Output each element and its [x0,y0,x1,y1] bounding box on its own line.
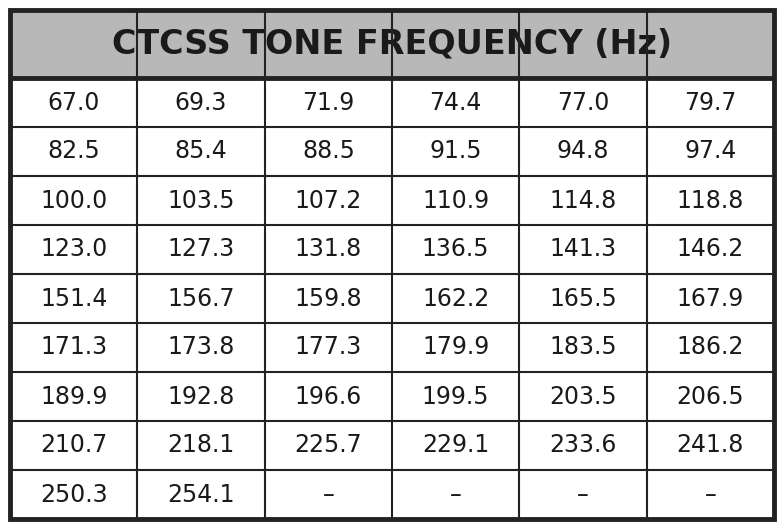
Text: –: – [577,482,589,506]
Text: 131.8: 131.8 [295,238,362,261]
Text: 196.6: 196.6 [295,385,362,408]
Text: 79.7: 79.7 [684,90,736,114]
Text: 127.3: 127.3 [167,238,234,261]
Text: 165.5: 165.5 [549,287,617,311]
Text: 218.1: 218.1 [167,433,234,458]
Text: 189.9: 189.9 [40,385,107,408]
Text: 167.9: 167.9 [677,287,744,311]
Text: 100.0: 100.0 [40,188,107,213]
Text: 241.8: 241.8 [677,433,744,458]
Text: 233.6: 233.6 [550,433,617,458]
Text: 141.3: 141.3 [550,238,616,261]
Text: 103.5: 103.5 [167,188,234,213]
Text: –: – [322,482,334,506]
Text: 71.9: 71.9 [302,90,354,114]
Text: 114.8: 114.8 [550,188,617,213]
Text: 210.7: 210.7 [40,433,107,458]
Text: 254.1: 254.1 [167,482,234,506]
Text: 159.8: 159.8 [295,287,362,311]
Text: 107.2: 107.2 [295,188,362,213]
Text: 171.3: 171.3 [40,335,107,360]
Text: –: – [450,482,462,506]
Text: 97.4: 97.4 [684,140,736,163]
Text: 91.5: 91.5 [430,140,482,163]
Text: CTCSS TONE FREQUENCY (Hz): CTCSS TONE FREQUENCY (Hz) [112,28,672,60]
Text: 156.7: 156.7 [167,287,234,311]
Text: 88.5: 88.5 [302,140,355,163]
Text: 203.5: 203.5 [549,385,617,408]
Text: 110.9: 110.9 [422,188,489,213]
Text: –: – [705,482,717,506]
Text: 69.3: 69.3 [175,90,227,114]
Bar [10,78,774,519]
Text: 77.0: 77.0 [557,90,609,114]
Text: 177.3: 177.3 [295,335,362,360]
Text: 183.5: 183.5 [549,335,617,360]
Text: 192.8: 192.8 [167,385,234,408]
Text: 136.5: 136.5 [422,238,489,261]
Text: 85.4: 85.4 [175,140,227,163]
Text: 199.5: 199.5 [422,385,489,408]
Text: 186.2: 186.2 [677,335,744,360]
Text: 206.5: 206.5 [677,385,744,408]
Text: 229.1: 229.1 [422,433,489,458]
Bar [10,10,774,78]
Text: 118.8: 118.8 [677,188,744,213]
Text: 173.8: 173.8 [167,335,234,360]
Text: 162.2: 162.2 [422,287,489,311]
Text: 151.4: 151.4 [40,287,107,311]
Text: 146.2: 146.2 [677,238,744,261]
Text: 82.5: 82.5 [47,140,100,163]
Text: 225.7: 225.7 [295,433,362,458]
Text: 74.4: 74.4 [430,90,482,114]
Text: 250.3: 250.3 [40,482,107,506]
Text: 179.9: 179.9 [422,335,489,360]
Text: 123.0: 123.0 [40,238,107,261]
Text: 67.0: 67.0 [48,90,100,114]
Text: 94.8: 94.8 [557,140,609,163]
